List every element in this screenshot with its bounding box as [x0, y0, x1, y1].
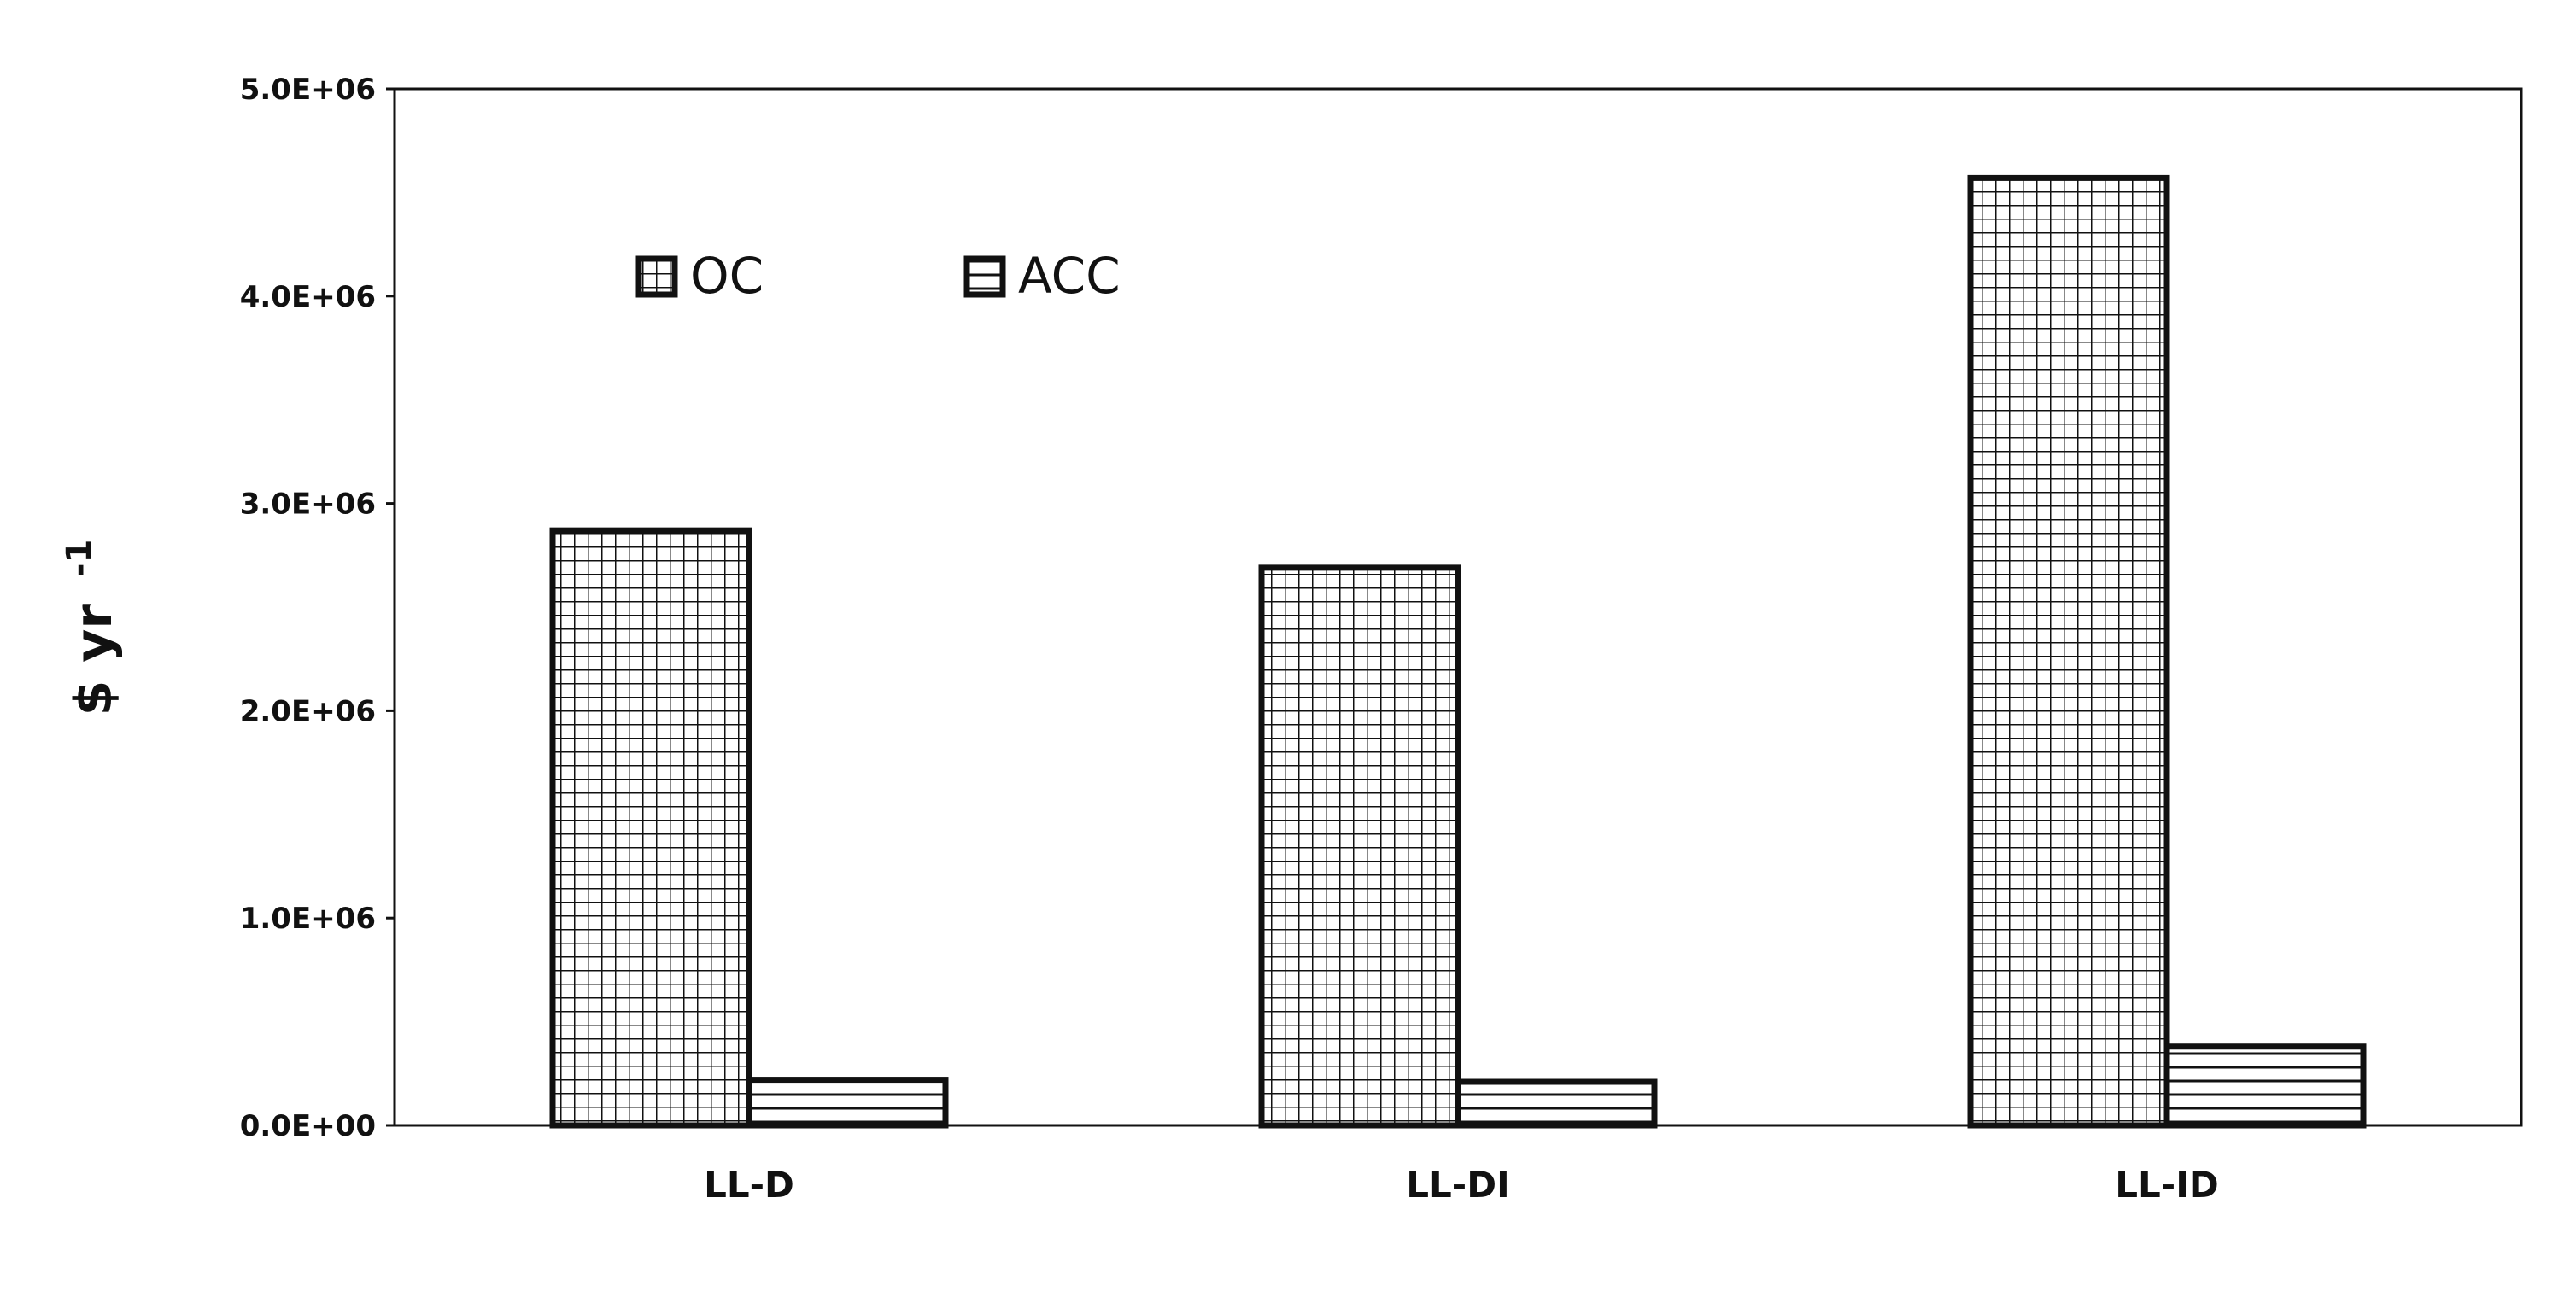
y-axis-label-superscript: -1 — [60, 540, 99, 577]
x-tick-label: LL-D — [704, 1164, 794, 1206]
bar-acc-ll-id — [2163, 1043, 2367, 1129]
y-tick-label: 1.0E+06 — [240, 902, 376, 936]
legend-swatch-oc — [635, 255, 678, 298]
x-tick-label: LL-DI — [1406, 1164, 1509, 1206]
bar-acc-ll-d — [746, 1077, 949, 1129]
y-tick-label: 5.0E+06 — [240, 73, 376, 107]
bars-layer — [549, 174, 2367, 1129]
bar-oc-ll-d — [549, 527, 752, 1129]
y-axis-ticks: 0.0E+00 1.0E+06 2.0E+06 3.0E+06 4.0E+06 5.0E+… — [240, 73, 395, 1143]
legend: OC ACC — [635, 247, 1121, 305]
y-tick-label: 3.0E+06 — [240, 488, 376, 522]
bar-oc-ll-di — [1258, 564, 1461, 1129]
legend-label-oc: OC — [690, 247, 764, 305]
legend-swatch-acc — [963, 255, 1006, 298]
legend-label-acc: ACC — [1018, 247, 1121, 305]
y-tick-label: 2.0E+06 — [240, 694, 376, 728]
x-axis-ticks: LL-D LL-DI LL-ID — [704, 1164, 2219, 1206]
bar-acc-ll-di — [1455, 1078, 1658, 1129]
y-axis-label-main: $ yr — [64, 604, 124, 716]
y-tick-label: 4.0E+06 — [240, 280, 376, 314]
y-tick-label: 0.0E+00 — [240, 1109, 376, 1143]
y-axis-label: $ yr -1 — [60, 540, 124, 716]
x-tick-label: LL-ID — [2115, 1164, 2218, 1206]
bar-oc-ll-id — [1967, 174, 2170, 1129]
